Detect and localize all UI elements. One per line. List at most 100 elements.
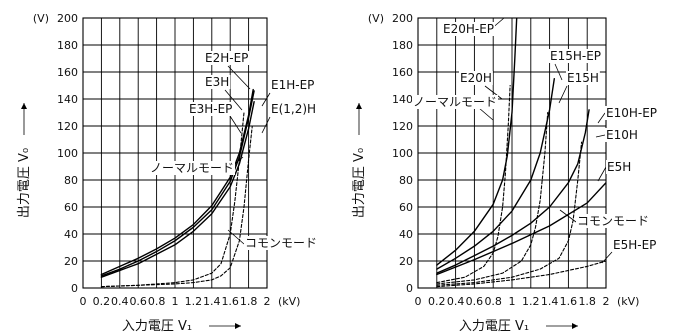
x-tick-label: 0	[415, 295, 422, 308]
annotation-leader	[227, 65, 251, 90]
y-tick-label: 140	[392, 93, 413, 106]
annotation-background	[566, 71, 600, 85]
series-annotation: E10H-EP	[606, 106, 657, 120]
y-unit-label: (V)	[368, 12, 384, 25]
annotation-leader	[229, 115, 242, 134]
y-tick-label: 100	[57, 147, 78, 160]
y-tick-label: 180	[392, 39, 413, 52]
x-tick-label: 0.6	[129, 295, 147, 308]
series-annotation: E15H	[567, 71, 599, 85]
annotation-background	[188, 102, 234, 116]
x-unit-label: (kV)	[617, 295, 639, 308]
annotation-leader	[595, 134, 606, 138]
annotation-background	[605, 106, 659, 120]
x-tick-label: 1.4	[541, 295, 559, 308]
annotation-leader	[261, 116, 271, 134]
x-tick-label: 1.6	[221, 295, 239, 308]
annotation-leader	[554, 63, 563, 81]
series-line-e5h	[436, 182, 606, 276]
y-axis-title: 出力電圧 V₀	[352, 148, 367, 218]
y-unit-label: (V)	[33, 12, 49, 25]
annotation-background	[576, 214, 651, 228]
annotation-leader	[484, 85, 503, 100]
x-tick-label: 1	[509, 295, 516, 308]
y-tick-label: 160	[392, 66, 413, 79]
y-tick-label: 120	[57, 120, 78, 133]
series-annotation: コモンモード	[245, 236, 317, 250]
series-line-e5h-ep	[436, 260, 606, 288]
annotation-background	[270, 78, 316, 92]
annotation-leader	[478, 107, 494, 121]
y-tick-label: 40	[399, 228, 413, 241]
annotation-leader	[558, 85, 568, 104]
y-axis-arrow-head	[21, 103, 27, 109]
annotation-leader	[597, 166, 607, 182]
x-tick-label: 1	[172, 295, 179, 308]
series-annotation: E5H	[607, 160, 631, 174]
y-tick-label: 60	[64, 201, 78, 214]
series-line-e20h	[436, 84, 511, 284]
series-line-e15h	[436, 111, 549, 285]
series-annotation: コモンモード	[577, 214, 649, 228]
y-tick-label: 0	[406, 282, 413, 295]
y-tick-label: 140	[57, 93, 78, 106]
y-tick-label: 180	[57, 39, 78, 52]
series-annotation: E2H-EP	[205, 51, 248, 65]
y-tick-label: 80	[399, 174, 413, 187]
series-group	[100, 88, 255, 288]
series-annotation: E(1,2)H	[271, 102, 316, 116]
x-tick-label: 0.2	[428, 295, 446, 308]
x-tick-label: 1.2	[185, 295, 203, 308]
series-line-e3h-ep	[100, 111, 245, 288]
x-axis-title: 入力電圧 V₁	[122, 319, 192, 334]
x-tick-label: 0.2	[93, 295, 111, 308]
annotation-background	[204, 75, 231, 89]
annotation-background	[605, 128, 639, 142]
y-tick-label: 20	[399, 255, 413, 268]
series-annotation: E3H-EP	[189, 102, 232, 116]
plot-frame	[82, 17, 268, 289]
annotation-leader	[224, 89, 243, 111]
series-annotation: ノーマルモード	[150, 161, 234, 175]
y-axis-arrow-head	[356, 103, 362, 109]
series-line-e10h-ep	[436, 109, 590, 274]
series-annotation: E1H-EP	[271, 78, 314, 92]
y-tick-label: 120	[392, 120, 413, 133]
series-line-e-1-2-h	[100, 125, 253, 288]
series-annotation: E20H-EP	[443, 22, 494, 36]
x-tick-label: 2	[603, 295, 610, 308]
x-tick-label: 1.8	[578, 295, 596, 308]
annotation-background	[204, 51, 250, 65]
annotation-background	[442, 22, 496, 36]
annotation-background	[606, 160, 633, 174]
chart-panel-2: 0 0.2 0.4 0.6 0.8 1 1.2 1.4 1.6 1.8 20204060801001…	[352, 12, 659, 334]
annotation-leader	[261, 92, 271, 107]
series-annotation: E20H	[460, 71, 492, 85]
series-annotation: E15H-EP	[550, 49, 601, 63]
series-annotation: ノーマルモード	[413, 95, 497, 109]
x-tick-label: 0.8	[148, 295, 166, 308]
x-tick-label: 0.8	[484, 295, 502, 308]
y-tick-label: 100	[392, 147, 413, 160]
annotation-background	[612, 238, 658, 252]
plot-frame	[417, 17, 607, 289]
x-tick-label: 1.6	[560, 295, 578, 308]
annotation-background	[149, 161, 236, 175]
series-group	[436, 18, 606, 288]
series-annotation: E3H	[205, 75, 229, 89]
x-unit-label: (kV)	[278, 295, 300, 308]
y-axis-title: 出力電圧 V₀	[17, 148, 32, 218]
series-line-e2h-ep	[100, 88, 254, 276]
y-tick-label: 200	[392, 12, 413, 25]
series-line-e3h	[100, 90, 255, 277]
x-tick-label: 0	[80, 295, 87, 308]
y-tick-label: 20	[64, 255, 78, 268]
x-tick-label: 2	[264, 295, 271, 308]
series-annotation: E10H	[606, 128, 638, 142]
y-tick-label: 160	[57, 66, 78, 79]
series-line-e20h-ep	[436, 18, 518, 266]
annotation-background	[549, 49, 603, 63]
y-tick-label: 80	[64, 174, 78, 187]
annotation-leader	[559, 209, 577, 223]
